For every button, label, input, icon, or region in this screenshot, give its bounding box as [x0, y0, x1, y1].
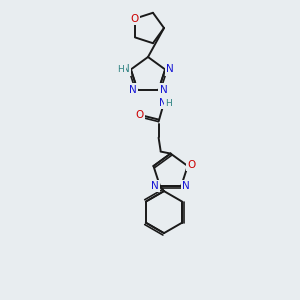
Text: O: O — [130, 14, 138, 24]
Text: O: O — [188, 160, 196, 170]
Text: N: N — [160, 85, 167, 94]
Text: O: O — [136, 110, 144, 120]
Text: N: N — [151, 181, 159, 191]
Text: N: N — [122, 64, 130, 74]
Text: N: N — [182, 181, 190, 191]
Text: N: N — [128, 85, 136, 94]
Text: H: H — [118, 65, 124, 74]
Text: N: N — [166, 64, 174, 74]
Text: H: H — [165, 99, 172, 108]
Text: N: N — [159, 98, 167, 108]
